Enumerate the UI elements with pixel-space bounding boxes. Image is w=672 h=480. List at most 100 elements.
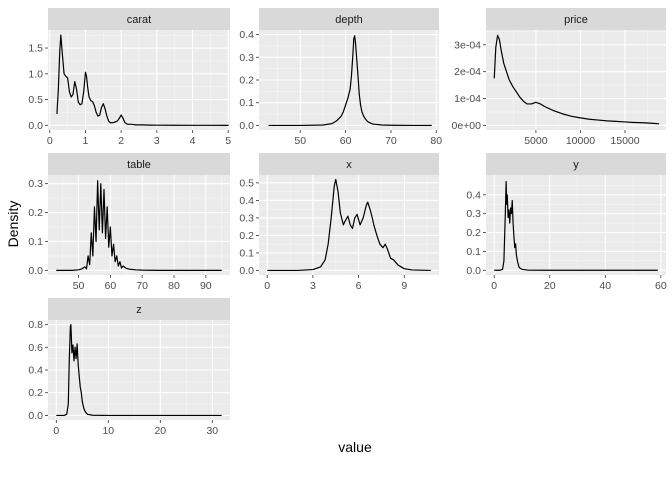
x-tick-label: 70 — [385, 135, 397, 147]
y-tick-label: 3e-04 — [454, 39, 481, 51]
facet-panel-price: price 5000 10000 15000 0e+00 1e-04 2e-04 3e-04 — [452, 8, 666, 147]
density-line-y — [494, 181, 658, 271]
facet-strip-label: x — [346, 159, 352, 171]
y-tick-label: 0.8 — [28, 319, 43, 331]
facet-strip — [486, 153, 666, 175]
y-tick-label: 0e+00 — [452, 120, 482, 132]
y-tick-label: 0.4 — [28, 365, 43, 377]
facet-strip-label: y — [573, 159, 579, 171]
y-axis-title: Density — [5, 201, 21, 248]
x-tick-label: 0 — [491, 280, 497, 292]
facet-strip — [48, 153, 230, 175]
x-tick-label: 0 — [53, 425, 59, 437]
facet-strip — [48, 298, 230, 320]
x-tick-label: 20 — [544, 280, 556, 292]
y-tick-label: 0.2 — [239, 230, 254, 242]
facet-strip — [48, 8, 230, 30]
y-tick-label: 0.2 — [239, 75, 254, 87]
y-tick-label: 0.0 — [28, 265, 43, 277]
y-tick-label: 0.2 — [28, 207, 43, 219]
x-tick-label: 60 — [655, 280, 667, 292]
facet-panel-carat: carat 0 1 2 3 4 5 0.0 0.5 1.0 1.5 — [28, 8, 231, 147]
x-tick-label: 80 — [430, 135, 442, 147]
facet-panel-depth: depth 50 60 70 80 0.0 0.1 0.2 0.3 0.4 — [239, 8, 442, 147]
x-tick-label: 10000 — [566, 135, 595, 147]
y-tick-label: 0.3 — [239, 212, 254, 224]
facet-strip-label: price — [564, 14, 588, 26]
x-tick-label: 60 — [340, 135, 352, 147]
x-tick-label: 3 — [154, 135, 160, 147]
x-tick-label: 90 — [200, 280, 212, 292]
density-line-table — [56, 180, 222, 271]
y-tick-label: 0.3 — [28, 178, 43, 190]
facet-strip-label: z — [136, 304, 142, 316]
x-tick-label: 0 — [264, 280, 270, 292]
y-tick-label: 0.0 — [239, 120, 254, 132]
x-tick-label: 15000 — [610, 135, 639, 147]
y-tick-label: 1e-04 — [454, 93, 481, 105]
facet-strip — [486, 8, 666, 30]
x-tick-label: 40 — [599, 280, 611, 292]
x-tick-label: 5 — [225, 135, 231, 147]
x-tick-label: 30 — [206, 425, 218, 437]
y-tick-label: 0.2 — [466, 227, 481, 239]
y-tick-label: 0.4 — [239, 195, 254, 207]
panel-background — [48, 175, 230, 275]
x-tick-label: 1 — [83, 135, 89, 147]
y-tick-label: 0.1 — [239, 97, 254, 109]
y-tick-label: 0.1 — [466, 246, 481, 258]
facet-panel-x: x 0 3 6 9 0.0 0.1 0.2 0.3 0.4 0.5 — [239, 153, 439, 292]
facet-strip-label: depth — [335, 14, 363, 26]
facet-panel-y: y 0 20 40 60 0.0 0.1 0.2 0.3 0.4 — [466, 153, 667, 292]
density-line-price — [493, 34, 660, 125]
facet-panel-table: table 50 60 70 80 90 0.0 0.1 0.2 0.3 — [28, 153, 230, 292]
x-tick-label: 10 — [102, 425, 114, 437]
y-tick-label: 0.3 — [239, 52, 254, 64]
density-line-z — [56, 323, 222, 417]
y-tick-label: 0.0 — [28, 410, 43, 422]
x-axis-title: value — [338, 439, 372, 455]
y-tick-label: 0.0 — [239, 265, 254, 277]
facet-strip — [259, 153, 439, 175]
y-tick-label: 0.4 — [466, 189, 481, 201]
x-tick-label: 2 — [118, 135, 124, 147]
x-tick-label: 80 — [168, 280, 180, 292]
density-line-x — [267, 178, 431, 272]
facet-panel-z: z 0 10 20 30 0.0 0.2 0.4 0.6 0.8 — [28, 298, 230, 437]
y-tick-label: 0.5 — [28, 94, 43, 106]
x-tick-label: 4 — [190, 135, 196, 147]
y-tick-label: 2e-04 — [454, 66, 481, 78]
x-tick-label: 50 — [294, 135, 306, 147]
x-tick-label: 3 — [310, 280, 316, 292]
panel-background — [486, 30, 666, 130]
y-tick-label: 1.5 — [28, 43, 43, 55]
panel-background — [259, 175, 439, 275]
grid-lines — [48, 175, 230, 275]
y-tick-label: 0.4 — [239, 29, 254, 41]
panel-background — [486, 175, 666, 275]
grid-lines — [486, 30, 666, 130]
x-tick-label: 9 — [401, 280, 407, 292]
y-tick-label: 0.5 — [239, 177, 254, 189]
y-tick-label: 0.1 — [28, 236, 43, 248]
y-tick-label: 0.1 — [239, 247, 254, 259]
x-tick-label: 6 — [356, 280, 362, 292]
y-tick-label: 0.3 — [466, 208, 481, 220]
y-tick-label: 1.0 — [28, 68, 43, 80]
x-tick-label: 20 — [154, 425, 166, 437]
density-line-depth — [268, 35, 432, 127]
y-tick-label: 0.0 — [28, 120, 43, 132]
facet-strip — [259, 8, 439, 30]
x-tick-label: 70 — [136, 280, 148, 292]
y-tick-label: 0.6 — [28, 342, 43, 354]
density-line-carat — [56, 34, 229, 126]
facet-strip-label: table — [127, 159, 151, 171]
grid-lines — [486, 175, 666, 275]
x-tick-label: 50 — [73, 280, 85, 292]
x-tick-label: 0 — [47, 135, 53, 147]
y-tick-label: 0.2 — [28, 387, 43, 399]
facet-strip-label: carat — [127, 14, 151, 26]
x-tick-label: 60 — [105, 280, 117, 292]
